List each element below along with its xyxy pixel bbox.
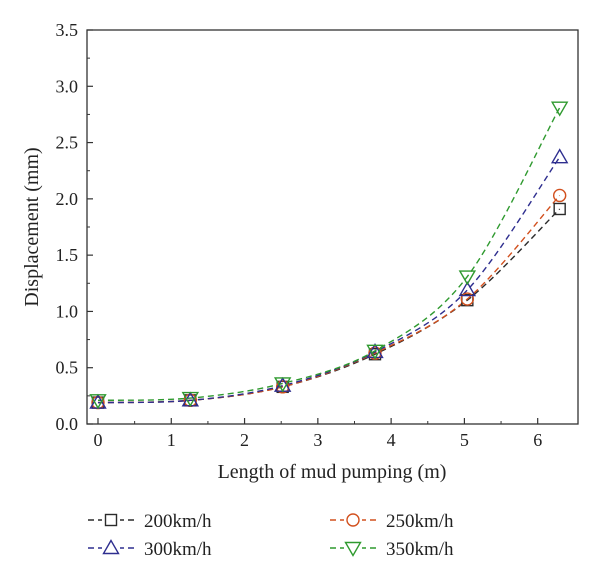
x-tick-label: 1 xyxy=(167,430,176,450)
series-line-3 xyxy=(97,107,561,402)
y-tick-label: 3.5 xyxy=(56,20,79,40)
y-tick-label: 2.0 xyxy=(56,189,79,209)
x-tick-label: 5 xyxy=(460,430,469,450)
x-tick-label: 6 xyxy=(533,430,542,450)
legend-marker-bg xyxy=(344,539,362,557)
y-tick-label: 0.5 xyxy=(56,358,79,378)
data-point-1 xyxy=(552,188,567,203)
axis-ticks: 0 1 2 3 4 5 6 0.0 0.5 1.0 1.5 2.0 2.5 3.0 3.5 xyxy=(56,20,543,450)
legend-label: 300km/h xyxy=(144,539,212,560)
y-tick-label: 1.5 xyxy=(56,245,79,265)
legend-marker xyxy=(102,539,120,555)
series-line-1 xyxy=(97,195,561,404)
y-axis-label: Displacement (mm) xyxy=(21,147,43,306)
y-tick-label: 1.0 xyxy=(56,301,79,321)
x-tick-label: 3 xyxy=(313,430,322,450)
legend-marker-bg xyxy=(102,539,120,557)
plot-frame xyxy=(86,29,579,425)
legend-label: 200km/h xyxy=(144,511,212,532)
legend-marker xyxy=(346,513,360,527)
y-tick-label: 0.0 xyxy=(56,414,79,434)
series-lines xyxy=(97,107,561,404)
data-point-3 xyxy=(366,344,384,360)
series-line-0 xyxy=(97,208,561,404)
y-tick-label: 2.5 xyxy=(56,133,79,153)
legend-label: 250km/h xyxy=(386,511,454,532)
legend-marker xyxy=(104,513,118,527)
data-point-1 xyxy=(275,380,290,394)
data-point-3 xyxy=(181,391,200,408)
data-point-3 xyxy=(273,377,292,393)
legend-marker-bg xyxy=(102,511,120,529)
data-point-1 xyxy=(460,292,475,306)
legend-label: 350km/h xyxy=(386,539,454,560)
legend: 200km/h 250km/h 300km/h 350km/h xyxy=(88,511,454,560)
data-point-3 xyxy=(89,394,107,410)
data-point-0 xyxy=(553,202,566,216)
series-markers xyxy=(89,101,569,410)
x-tick-label: 4 xyxy=(387,430,396,450)
legend-marker xyxy=(344,541,362,557)
data-point-2 xyxy=(550,148,569,164)
x-axis-label: Length of mud pumping (m) xyxy=(218,461,447,483)
data-point-2 xyxy=(458,281,477,297)
data-point-3 xyxy=(550,101,569,117)
y-tick-label: 3.0 xyxy=(56,76,79,96)
x-tick-label: 2 xyxy=(240,430,249,450)
x-tick-label: 0 xyxy=(93,430,102,450)
data-point-3 xyxy=(458,270,477,286)
